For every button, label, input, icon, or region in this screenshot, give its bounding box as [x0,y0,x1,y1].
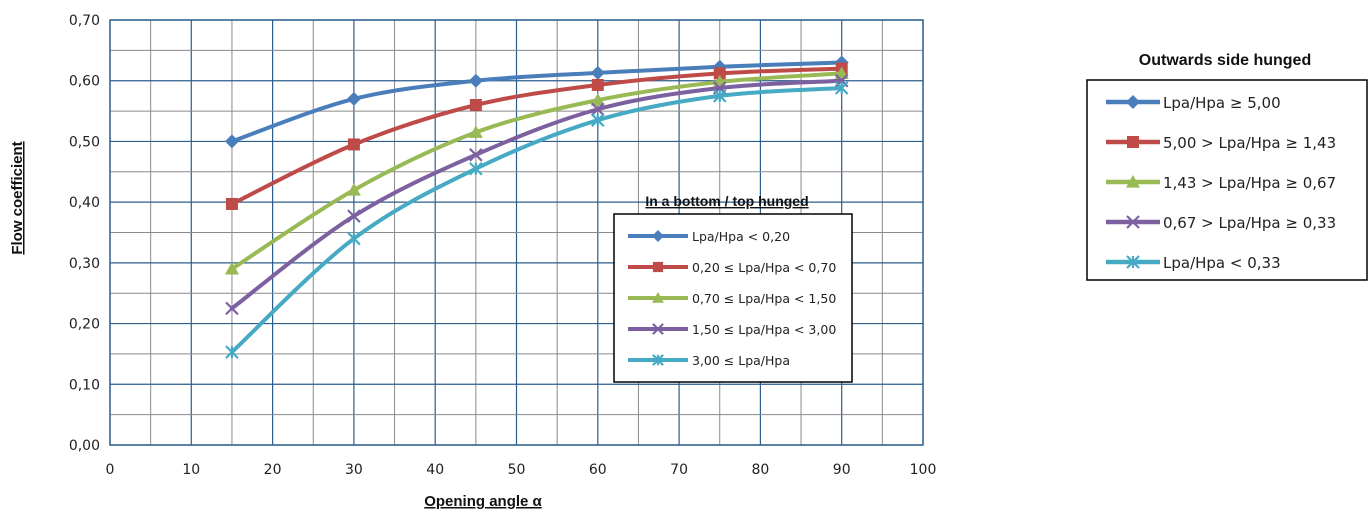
y-tick-label: 0,30 [69,256,100,272]
data-point [652,323,664,335]
data-point [1126,175,1140,188]
data-point [712,89,727,103]
legend-outer-title: Outwards side hunged [1139,52,1311,69]
legend-inner-label: 0,20 ≤ Lpa/Hpa < 0,70 [692,260,836,275]
x-tick-labels: 0 10 20 30 40 50 60 70 80 90 100 [106,462,937,478]
x-tick-label: 100 [910,462,937,478]
legend-inner-entry: Lpa/Hpa < 0,20 [628,229,790,244]
data-point [224,134,239,149]
x-tick-label: 40 [426,462,444,478]
data-point [346,183,361,196]
data-point [591,78,604,91]
data-point [225,301,239,316]
data-point [1126,95,1140,109]
series-line [229,66,844,206]
data-point [590,93,605,106]
x-tick-label: 10 [182,462,200,478]
data-point [713,67,726,80]
data-point [469,148,483,162]
series-line [229,71,844,271]
data-point [468,125,483,138]
x-tick-label: 30 [345,462,363,478]
x-tick-label: 50 [508,462,526,478]
legend-outwards-side-hunged: Outwards side hunged Lpa/Hpa ≥ 5,00 5,00 … [1086,52,1368,281]
data-point [652,354,664,366]
data-point [834,81,849,95]
y-tick-label: 0,20 [69,317,100,333]
data-point [652,230,664,242]
x-tick-label: 20 [264,462,282,478]
legend-bottom-top-hunged: In a bottom / top hunged Lpa/Hpa < 0,20 0… [613,193,853,383]
data-point [224,261,239,275]
x-tick-label: 70 [670,462,688,478]
data-point [652,261,664,273]
series-1 [224,55,849,149]
legend-inner-label: 1,50 ≤ Lpa/Hpa < 3,00 [692,322,836,337]
y-tick-labels: 0,00 0,10 0,20 0,30 0,40 0,50 0,60 0,70 [69,13,100,454]
series-line [229,60,844,144]
x-tick-label: 0 [106,462,115,478]
legend-outer-label: Lpa/Hpa < 0,33 [1163,254,1281,272]
data-point [346,91,361,106]
y-tick-label: 0,40 [69,195,100,211]
y-tick-label: 0,00 [69,438,100,454]
x-axis-title: Opening angle α [424,493,542,510]
data-point [225,197,238,210]
legend-inner-label: Lpa/Hpa < 0,20 [692,229,790,244]
legend-outer-entry: 5,00 > Lpa/Hpa ≥ 1,43 [1106,134,1336,152]
legend-outer-label: 0,67 > Lpa/Hpa ≥ 0,33 [1163,214,1336,232]
legend-outer-label: 1,43 > Lpa/Hpa ≥ 0,67 [1163,174,1336,192]
data-point [590,65,605,80]
legend-inner-entry: 0,20 ≤ Lpa/Hpa < 0,70 [628,260,836,275]
legend-inner-title: In a bottom / top hunged [645,193,808,209]
legend-outer-entry: 1,43 > Lpa/Hpa ≥ 0,67 [1106,174,1336,192]
legend-outer-entry: 0,67 > Lpa/Hpa ≥ 0,33 [1106,214,1336,232]
data-point [591,113,605,127]
data-point [469,161,483,176]
data-point [347,231,361,246]
legend-inner-entry: 3,00 ≤ Lpa/Hpa [628,353,790,368]
data-point [347,209,361,223]
x-tick-label: 90 [833,462,851,478]
plot-area-border [109,19,924,446]
data-point [1126,215,1140,229]
y-tick-label: 0,50 [69,134,100,150]
series-line [229,78,844,311]
legend-inner-label: 3,00 ≤ Lpa/Hpa [692,353,790,368]
series-5 [225,81,849,359]
data-point [1127,136,1139,148]
data-point [225,345,239,359]
legend-outer-label: Lpa/Hpa ≥ 5,00 [1163,94,1281,112]
x-tick-label: 80 [751,462,769,478]
data-point [1126,255,1140,269]
y-tick-label: 0,10 [69,377,100,393]
legend-outer-entry: Lpa/Hpa ≥ 5,00 [1106,94,1281,112]
y-axis-title: Flow coefficient [9,141,26,254]
y-tick-label: 0,60 [69,74,100,90]
y-tick-label: 0,70 [69,13,100,29]
legend-inner-entry: 1,50 ≤ Lpa/Hpa < 3,00 [628,322,836,337]
data-point [652,292,664,303]
series-line [229,86,844,355]
legend-outer-label: 5,00 > Lpa/Hpa ≥ 1,43 [1163,134,1336,152]
data-point [591,102,605,117]
x-tick-label: 60 [589,462,607,478]
legend-outer-entry: Lpa/Hpa < 0,33 [1106,254,1281,272]
data-point [347,138,360,151]
data-point [468,73,483,88]
legend-inner-entry: 0,70 ≤ Lpa/Hpa < 1,50 [628,291,836,306]
series-lines [224,55,849,359]
data-point [469,99,482,111]
legend-inner-label: 0,70 ≤ Lpa/Hpa < 1,50 [692,291,836,306]
